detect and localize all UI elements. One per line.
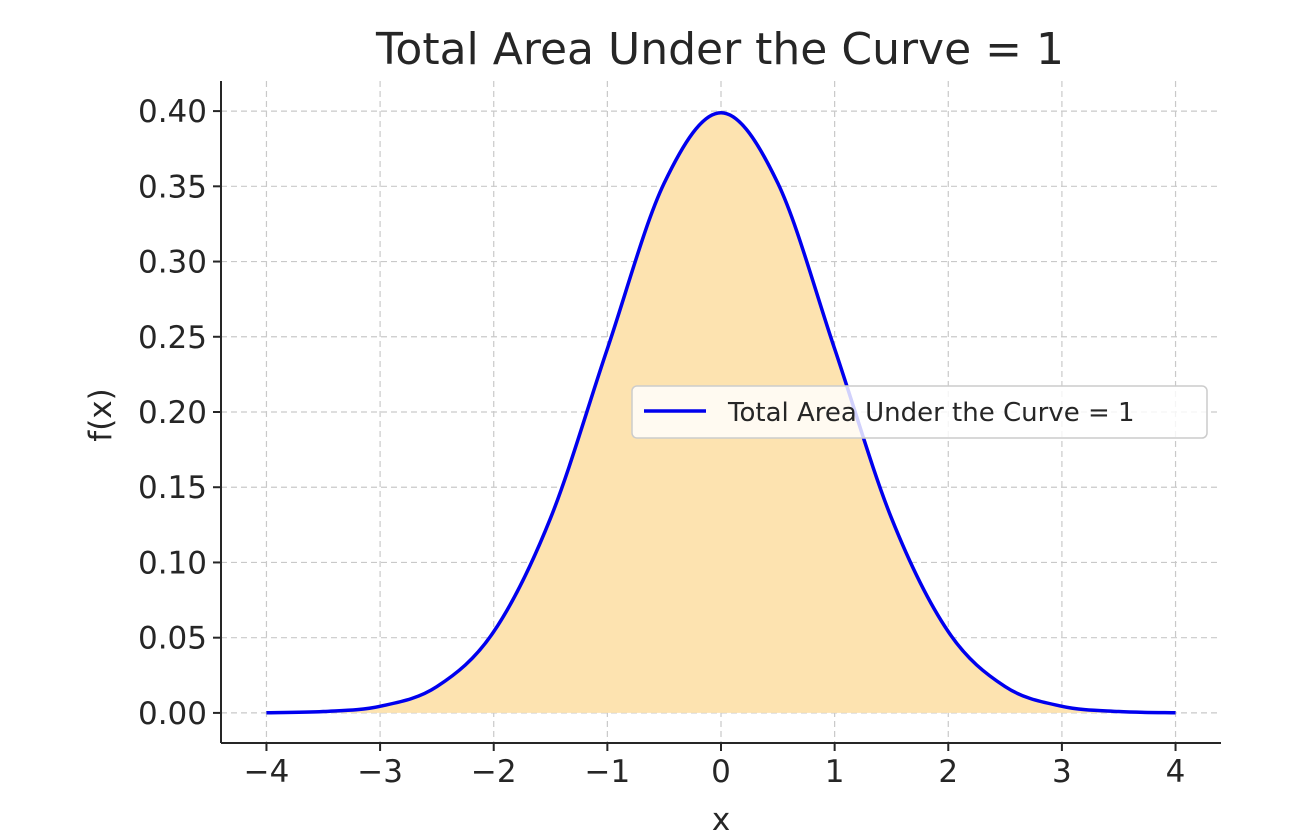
legend-label: Total Area Under the Curve = 1 [727, 398, 1135, 428]
chart-title: Total Area Under the Curve = 1 [375, 24, 1064, 75]
x-tick-label: 3 [1052, 754, 1072, 790]
legend-box [631, 385, 1208, 439]
legend: Total Area Under the Curve = 1 [631, 385, 1208, 439]
x-tick-label: −4 [244, 754, 290, 790]
series-line [266, 111, 1176, 715]
y-tick-label: 0.10 [138, 545, 207, 581]
x-axis-label: x [712, 802, 730, 838]
x-tick-label: 0 [711, 754, 731, 790]
y-tick-label: 0.00 [138, 696, 207, 732]
x-tick-label: 4 [1166, 754, 1186, 790]
y-tick-label: 0.20 [138, 395, 207, 431]
x-tick-label: 1 [825, 754, 845, 790]
y-tick-label: 0.30 [138, 245, 207, 281]
y-tick-label: 0.40 [138, 94, 207, 130]
x-tick-label: 2 [938, 754, 958, 790]
y-tick-label: 0.35 [138, 169, 207, 205]
x-tick-label: −2 [471, 754, 517, 790]
y-ticks: 0.00 0.05 0.10 0.15 0.20 0.25 0.30 0.35 0.40 [138, 94, 221, 732]
y-tick-label: 0.05 [138, 621, 207, 657]
y-axis-label: f(x) [83, 388, 119, 441]
x-tick-label: −3 [357, 754, 403, 790]
y-tick-label: 0.25 [138, 320, 207, 356]
y-tick-label: 0.15 [138, 470, 207, 506]
x-ticks: −4 −3 −2 −1 0 1 2 3 4 [244, 743, 1186, 790]
x-tick-label: −1 [585, 754, 631, 790]
